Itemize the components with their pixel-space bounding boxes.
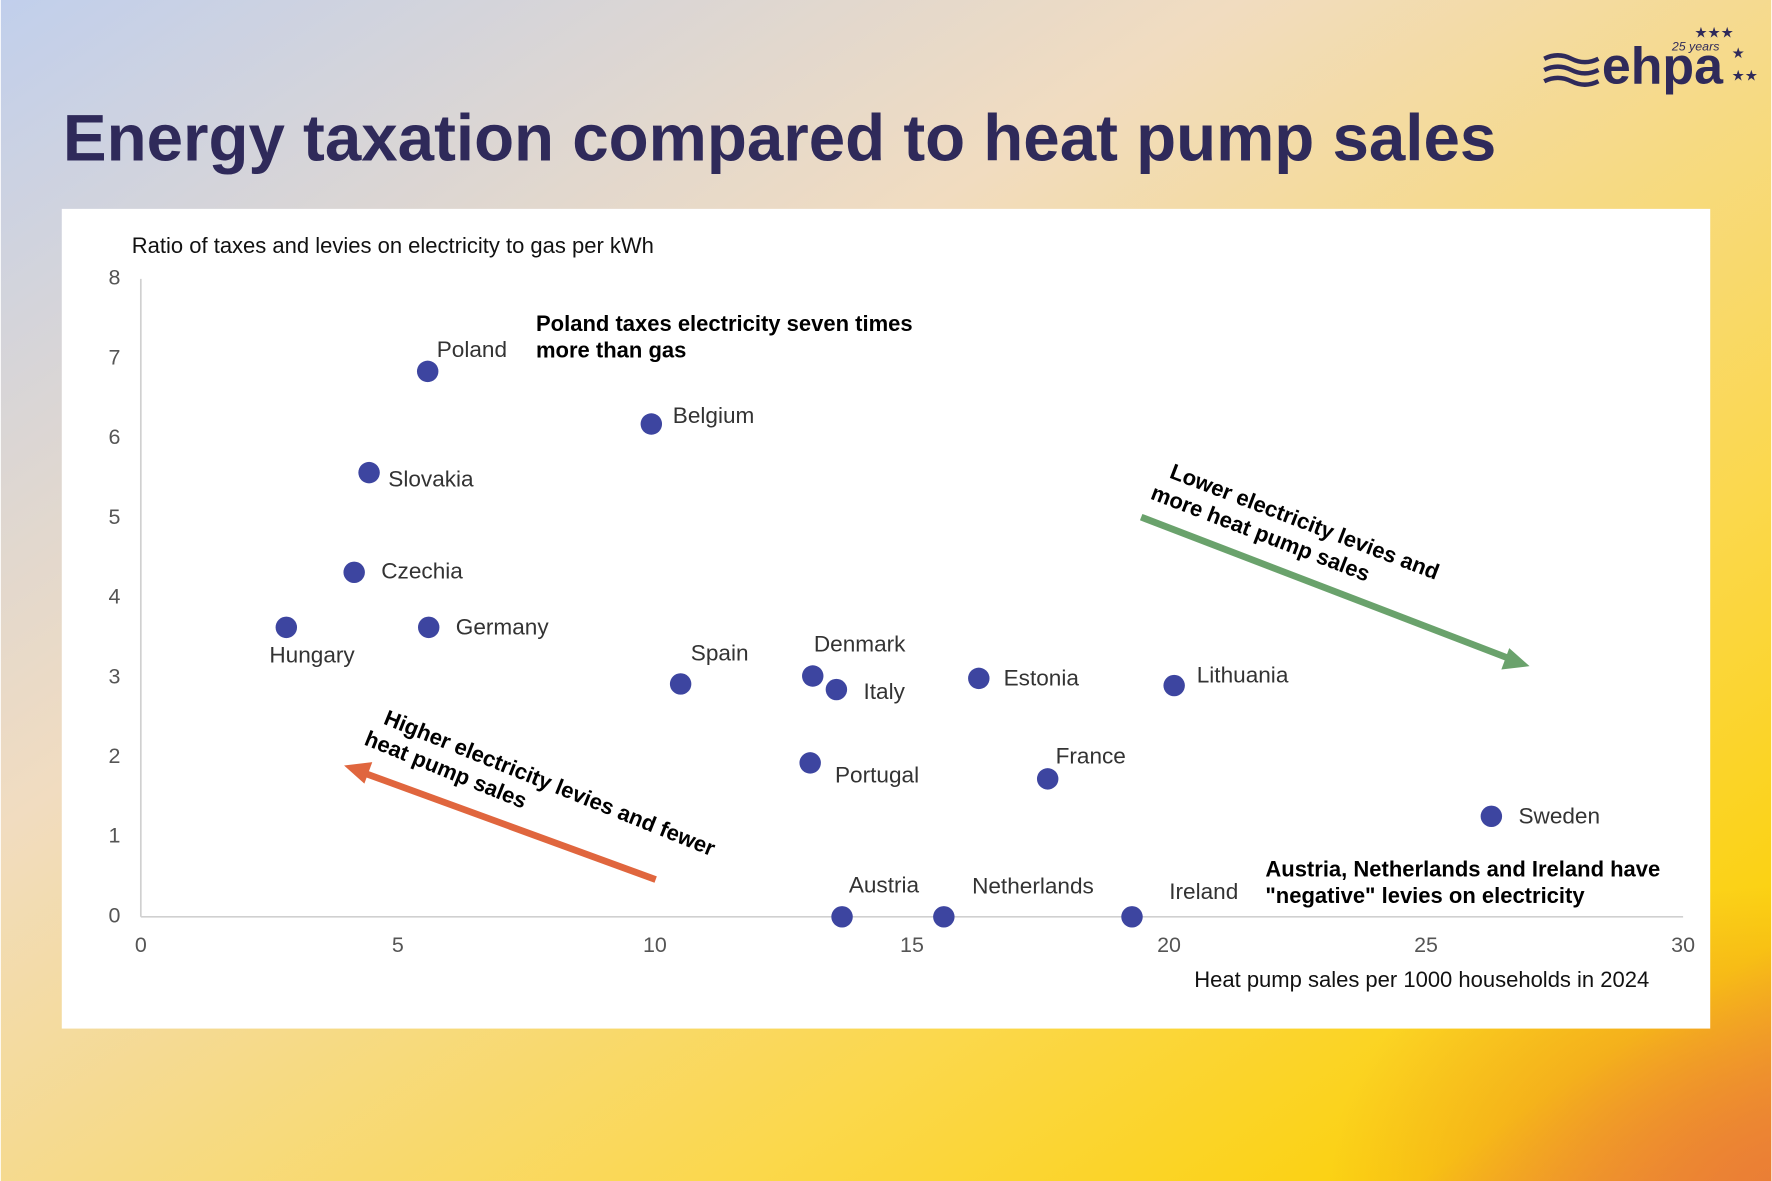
annotation-line: Poland taxes electricity seven times <box>536 311 913 336</box>
point <box>1163 674 1185 697</box>
plot-panel <box>61 208 1711 1029</box>
point <box>802 665 824 687</box>
arrow-head <box>344 762 373 784</box>
point-label: Slovakia <box>388 467 474 492</box>
y-tick-label: 5 <box>109 505 121 529</box>
y-tick-label: 2 <box>109 744 121 768</box>
point-label: Ireland <box>1169 879 1238 904</box>
point <box>831 906 853 928</box>
y-tick-label: 4 <box>109 585 121 609</box>
point-label: Hungary <box>269 643 355 668</box>
annotation: Poland taxes electricity seven timesmore… <box>536 311 913 363</box>
point <box>275 616 298 639</box>
point-label: Portugal <box>835 762 919 787</box>
point-label: Denmark <box>814 631 906 656</box>
logo: ehpa 25 years ★★★ ★ ★★ <box>1543 26 1758 96</box>
point-label: Poland <box>437 337 507 362</box>
point <box>640 413 663 435</box>
x-tick-label: 0 <box>135 933 147 957</box>
point <box>933 906 955 928</box>
point-label: Netherlands <box>972 873 1094 898</box>
point-label: France <box>1056 743 1126 768</box>
x-tick-label: 5 <box>392 933 404 957</box>
logo-stars: ★ <box>1732 46 1745 62</box>
green-arrow <box>1139 513 1530 670</box>
point <box>669 673 692 695</box>
point-label: Spain <box>691 641 749 666</box>
point <box>416 360 439 383</box>
point-label: Germany <box>456 614 550 639</box>
logo-stars: ★★ <box>1732 69 1758 85</box>
point <box>825 678 848 701</box>
logo-tagline: 25 years <box>1671 40 1720 54</box>
point-label: Czechia <box>381 558 463 583</box>
y-tick-label: 1 <box>109 824 121 848</box>
y-tick-label: 6 <box>109 425 121 449</box>
y-tick-label: 8 <box>109 266 121 290</box>
point <box>968 667 990 690</box>
point <box>343 561 365 584</box>
point <box>358 461 380 484</box>
x-tick-label: 20 <box>1157 933 1181 957</box>
point-label: Lithuania <box>1197 662 1289 687</box>
annotation-line: more than gas <box>536 338 686 363</box>
y-tick-label: 7 <box>109 345 121 369</box>
point <box>799 752 821 774</box>
point-label: Estonia <box>1004 665 1080 690</box>
point <box>417 616 440 639</box>
chart-title: Energy taxation compared to heat pump sa… <box>63 102 1496 175</box>
point <box>1480 805 1503 828</box>
point-label: Italy <box>863 679 905 704</box>
y-tick-label: 0 <box>109 903 121 927</box>
logo-name: ehpa <box>1602 38 1724 96</box>
logo-waves <box>1543 53 1600 87</box>
x-tick-label: 15 <box>900 933 924 957</box>
annotation: Austria, Netherlands and Ireland have"ne… <box>1265 856 1660 908</box>
arrow-head <box>1501 648 1530 670</box>
x-tick-label: 10 <box>643 933 667 957</box>
x-tick-label: 25 <box>1414 933 1438 957</box>
arrow-shaft <box>1139 513 1513 663</box>
annotation-line: Austria, Netherlands and Ireland have <box>1265 856 1660 881</box>
point-label: Sweden <box>1518 803 1600 828</box>
point-label: Austria <box>849 872 920 897</box>
point-label: Belgium <box>673 403 755 428</box>
orange-arrow <box>344 762 657 883</box>
arrow-shaft <box>360 769 657 883</box>
x-axis-title: Heat pump sales per 1000 households in 2… <box>1194 967 1649 992</box>
point <box>1036 768 1059 790</box>
annotation-line: "negative" levies on electricity <box>1265 883 1585 908</box>
point <box>1121 906 1143 928</box>
logo-stars: ★★★ <box>1694 26 1733 42</box>
x-tick-label: 30 <box>1671 933 1695 957</box>
y-tick-label: 3 <box>109 664 121 688</box>
y-axis-title: Ratio of taxes and levies on electricity… <box>132 233 654 258</box>
